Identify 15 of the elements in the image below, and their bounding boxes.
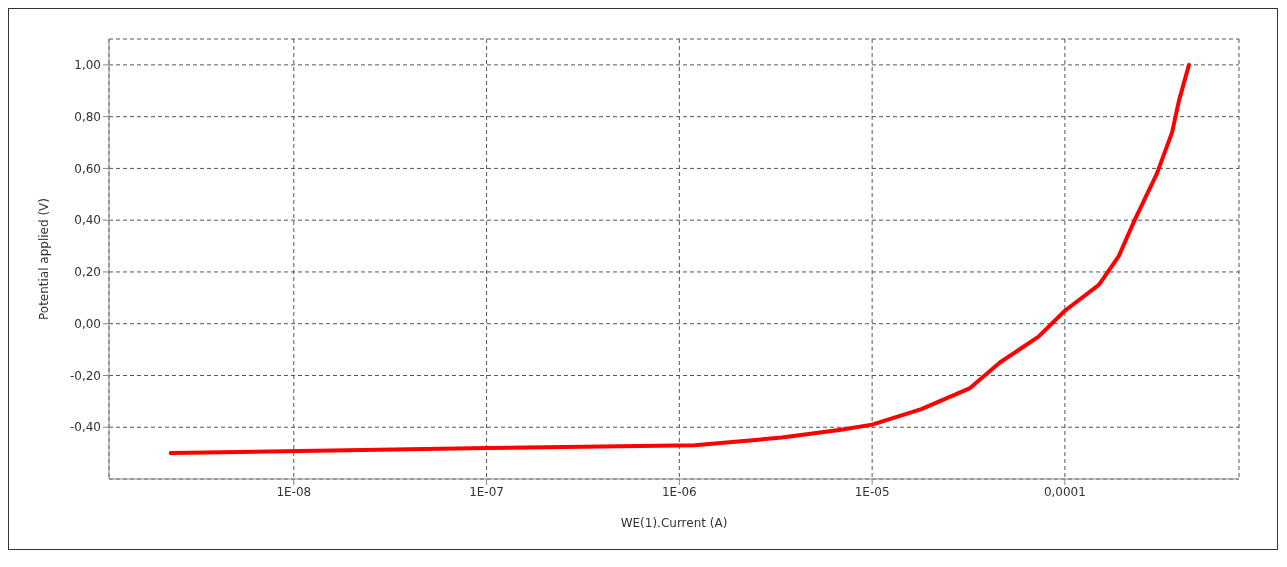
y-tick-label: -0,40 [69,420,101,435]
y-tick-label: -0,20 [69,368,101,383]
y-tick-label: 0,40 [74,213,101,228]
x-tick-label: 1E-07 [469,484,504,499]
y-tick-label: 1,00 [74,58,101,73]
y-tick-label: 0,20 [74,265,101,280]
x-tick-label: 1E-06 [661,484,697,499]
x-axis-title: WE(1).Current (A) [620,516,728,530]
x-tick-label: 1E-05 [854,484,890,499]
y-tick-label: 0,80 [74,109,101,124]
y-tick-label: 0,60 [74,161,101,176]
x-tick-label: 0,0001 [1043,484,1086,499]
y-tick-label: 0,00 [74,316,101,331]
y-axis-title: Potential applied (V) [37,197,52,321]
x-tick-label: 1E-08 [276,484,312,499]
